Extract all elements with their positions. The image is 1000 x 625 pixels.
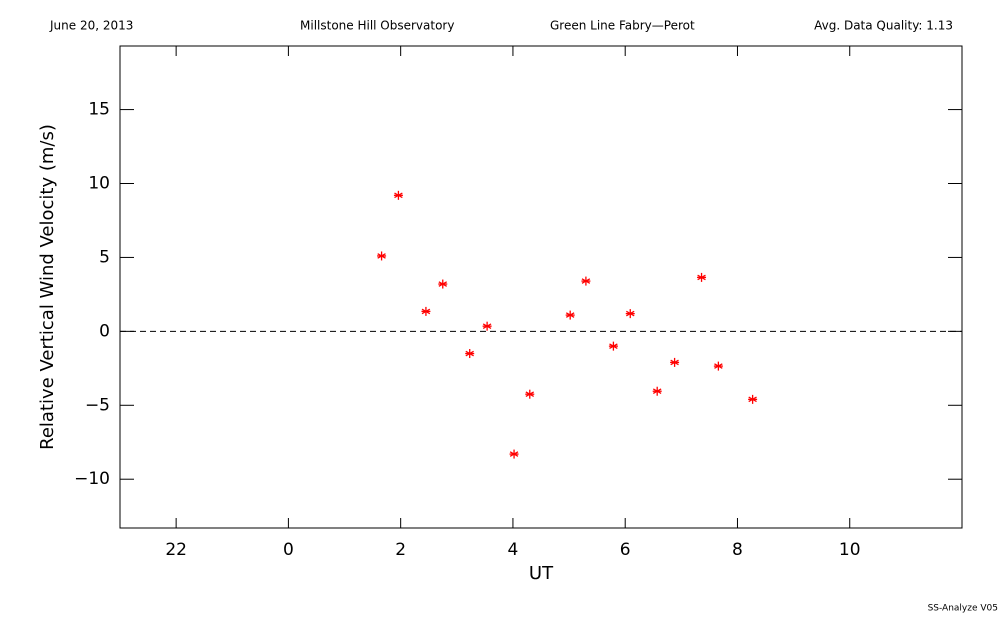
asterisk-stroke: [509, 451, 519, 457]
data-point: [697, 272, 707, 282]
asterisk-stroke: [697, 274, 706, 281]
x-tick-label: 8: [732, 540, 743, 560]
y-tick-label: 0: [99, 321, 110, 341]
y-tick-label: −10: [74, 469, 110, 489]
data-point: [465, 349, 475, 359]
data-point: [748, 394, 758, 404]
y-tick-label: 5: [99, 247, 110, 267]
plot-frame: [119, 45, 963, 529]
y-tick-label: 15: [88, 100, 110, 120]
y-tick-label: 10: [88, 174, 110, 194]
asterisk-stroke: [377, 253, 386, 259]
asterisk-stroke: [609, 343, 618, 349]
data-point: [625, 309, 635, 319]
x-tick-label: 0: [283, 540, 294, 560]
data-point: [670, 357, 680, 367]
data-point: [713, 361, 723, 371]
data-point: [652, 386, 662, 396]
asterisk-stroke: [714, 363, 723, 369]
footer: SS-Analyze V05: [928, 604, 998, 614]
asterisk-stroke: [421, 308, 431, 315]
x-axis-label: UT: [529, 563, 554, 584]
asterisk-stroke: [670, 359, 679, 366]
data-point: [377, 251, 387, 261]
asterisk-stroke: [438, 281, 448, 287]
asterisk-stroke: [482, 323, 492, 329]
y-tick-label: −5: [85, 395, 110, 415]
header-date: June 20, 2013: [49, 19, 133, 33]
header-site: Millstone Hill Observatory: [300, 19, 454, 33]
data-point: [393, 190, 403, 200]
data-point: [581, 276, 591, 286]
x-tick-label: 10: [839, 540, 861, 560]
header-quality: Avg. Data Quality: 1.13: [814, 19, 953, 33]
asterisk-stroke: [525, 391, 535, 398]
data-point: [565, 310, 575, 320]
asterisk-stroke: [748, 396, 757, 403]
data-point: [438, 279, 448, 289]
data-point: [421, 306, 431, 316]
header-instrument: Green Line Fabry—Perot: [550, 19, 695, 33]
data-point: [509, 449, 519, 459]
asterisk-stroke: [652, 388, 662, 395]
asterisk-stroke: [565, 312, 575, 318]
x-tick-label: 4: [508, 540, 519, 560]
x-tick-label: 2: [395, 540, 406, 560]
asterisk-stroke: [465, 350, 474, 357]
asterisk-stroke: [394, 192, 403, 199]
x-tick-label: 6: [620, 540, 631, 560]
data-point: [525, 389, 535, 399]
x-tick-label: 22: [165, 540, 187, 560]
asterisk-stroke: [581, 278, 591, 284]
asterisk-stroke: [626, 310, 635, 317]
y-axis-label: Relative Vertical Wind Velocity (m/s): [37, 124, 58, 450]
data-point: [482, 321, 492, 331]
data-point: [608, 341, 618, 351]
